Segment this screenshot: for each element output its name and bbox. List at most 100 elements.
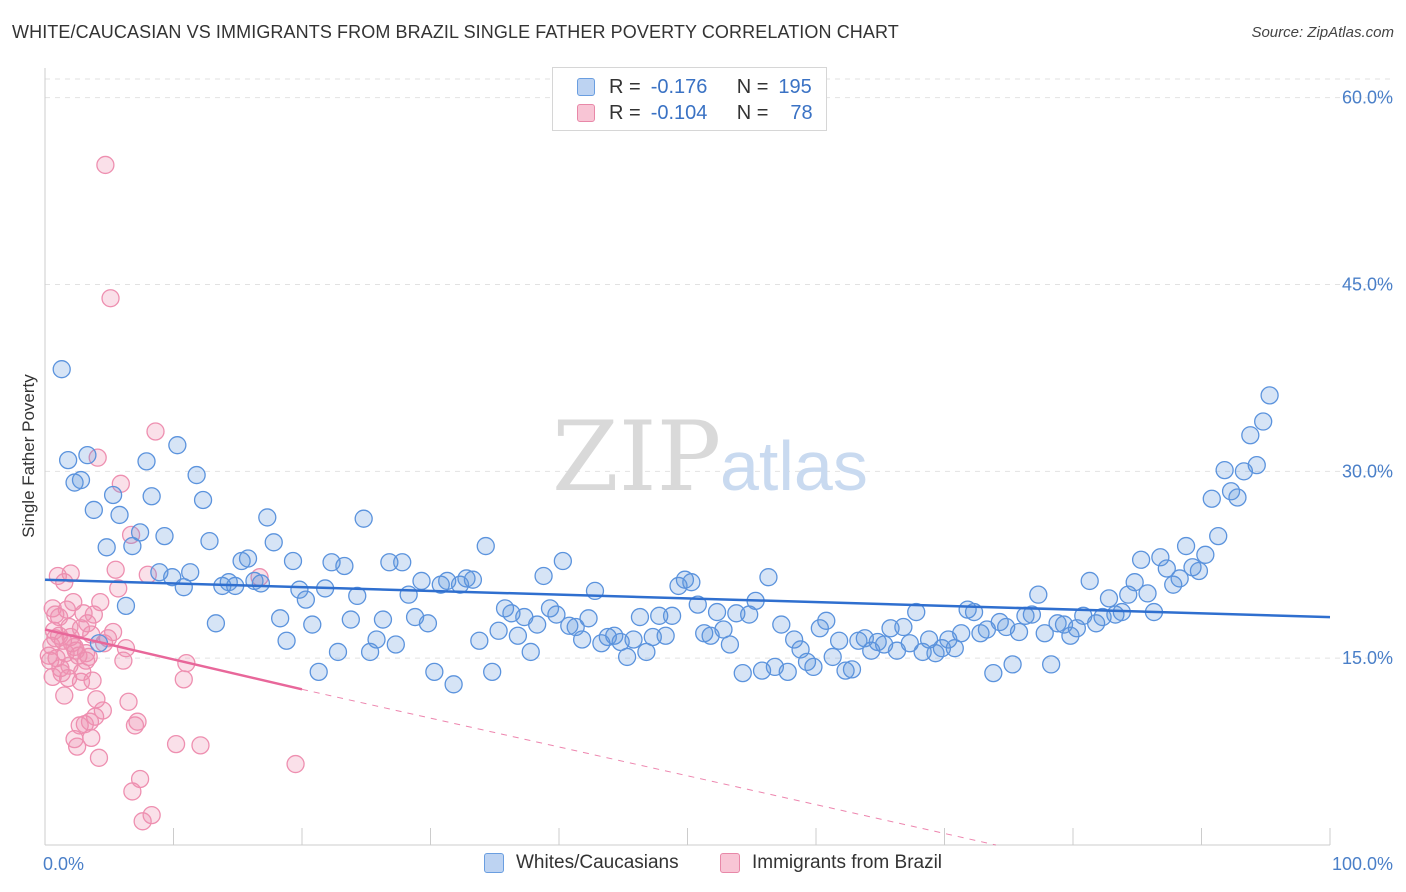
data-point-whites [399, 585, 418, 604]
data-point-whites [829, 631, 849, 650]
data-point-whites [630, 607, 650, 627]
data-point-whites [952, 624, 971, 643]
n-label: N = [736, 101, 769, 124]
data-point-whites [688, 595, 707, 614]
data-point-whites [1003, 655, 1022, 674]
data-point-whites [1125, 573, 1144, 592]
trend-lines [44, 578, 1331, 846]
data-point-whites [521, 642, 540, 662]
data-point-whites [1196, 545, 1215, 564]
data-point-whites [785, 630, 804, 649]
data-point-whites [238, 549, 258, 568]
data-point-brazil [142, 805, 161, 825]
trend-line-brazil-extended [301, 688, 997, 846]
data-point-whites [778, 662, 797, 682]
data-point-brazil [93, 701, 112, 720]
n-value: 78 [790, 101, 813, 124]
x-tick-label-max: 100.0% [1332, 854, 1393, 874]
data-point-whites [187, 465, 206, 485]
data-point-whites [168, 436, 187, 455]
data-point-whites [393, 553, 412, 572]
data-point-whites [367, 630, 386, 649]
stats-legend: R = -0.176 N = 195 R = -0.104 N = 78 [552, 67, 827, 131]
data-point-whites [553, 551, 573, 571]
data-point-whites [1157, 559, 1176, 578]
data-point-whites [894, 617, 913, 637]
series-legend: Whites/Caucasians Immigrants from Brazil [0, 852, 1406, 876]
data-point-whites [984, 663, 1003, 683]
data-point-whites [303, 615, 322, 634]
data-point-whites [116, 596, 136, 616]
data-point-whites [823, 647, 842, 667]
data-point-whites [759, 568, 778, 587]
data-point-whites [123, 536, 142, 556]
blue-swatch-icon [484, 853, 504, 873]
legend-row-whites: R = -0.176 N = 195 [577, 75, 812, 99]
data-point-whites [1228, 488, 1247, 507]
data-point-whites [296, 590, 316, 609]
series-immigrants-brazil-points [39, 155, 305, 831]
data-point-brazil [146, 422, 165, 441]
data-point-whites [560, 616, 579, 635]
data-point-whites [1029, 585, 1048, 604]
data-point-whites [842, 660, 862, 679]
data-point-whites [662, 606, 682, 625]
data-point-whites [206, 614, 226, 633]
r-value: -0.104 [650, 101, 708, 124]
y-axis-label: Single Father Poverty [19, 374, 38, 538]
data-point-brazil [286, 754, 305, 774]
y-tick-label: 15.0% [1342, 648, 1393, 668]
data-point-whites [733, 663, 752, 683]
data-point-whites [283, 551, 303, 571]
data-point-whites [425, 662, 444, 682]
data-point-whites [617, 647, 637, 667]
r-label: R = [609, 75, 641, 98]
data-point-whites [720, 635, 740, 654]
data-point-whites [52, 360, 71, 379]
data-point-whites [1042, 655, 1061, 674]
data-point-whites [1099, 589, 1119, 608]
data-point-whites [1176, 536, 1196, 556]
legend-label-whites: Whites/Caucasians [516, 852, 679, 873]
data-point-brazil [80, 712, 100, 731]
data-point-whites [907, 602, 926, 622]
data-point-whites [335, 556, 354, 576]
data-point-brazil [130, 769, 150, 789]
data-point-whites [1022, 605, 1042, 624]
data-point-brazil [61, 564, 80, 583]
data-point-whites [97, 538, 116, 557]
data-point-whites [84, 500, 103, 520]
data-point-whites [1151, 548, 1170, 567]
data-point-whites [1061, 626, 1080, 645]
data-point-brazil [128, 712, 147, 731]
blue-swatch-icon [577, 78, 595, 96]
data-point-whites [804, 657, 823, 677]
data-point-whites [1009, 622, 1029, 642]
watermark-zip: ZIP [552, 401, 721, 513]
data-point-whites [341, 610, 360, 629]
legend-item-brazil[interactable]: Immigrants from Brazil [720, 852, 942, 874]
data-point-brazil [119, 692, 138, 711]
y-tick-label: 30.0% [1342, 461, 1393, 481]
data-point-whites [707, 602, 727, 622]
chart-title: WHITE/CAUCASIAN VS IMMIGRANTS FROM BRAZI… [12, 22, 899, 42]
data-point-whites [772, 615, 791, 634]
data-point-whites [508, 626, 528, 645]
data-point-whites [572, 630, 592, 649]
data-point-whites [163, 568, 182, 587]
data-point-whites [476, 536, 495, 556]
data-point-brazil [60, 656, 79, 675]
data-point-brazil [71, 672, 91, 691]
data-point-whites [1247, 455, 1266, 475]
trend-line-brazil [44, 628, 303, 691]
trend-line-whites [44, 578, 1331, 619]
data-point-whites [155, 526, 174, 546]
data-point-whites [457, 569, 476, 588]
data-point-whites [354, 509, 373, 528]
legend-item-whites[interactable]: Whites/Caucasians [484, 852, 679, 874]
data-point-brazil [96, 155, 115, 175]
series-whites-points [52, 360, 1279, 694]
legend-row-brazil: R = -0.104 N = 78 [577, 101, 813, 125]
data-point-whites [380, 553, 399, 572]
data-point-brazil [133, 812, 152, 831]
